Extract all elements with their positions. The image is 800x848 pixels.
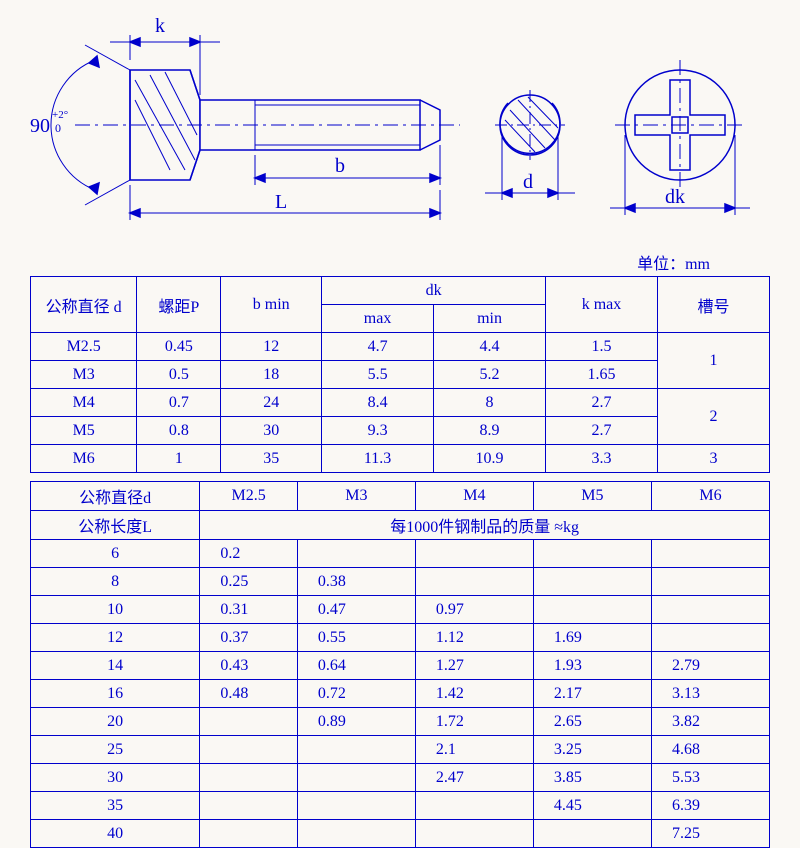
table-row: 252.13.254.68 — [31, 736, 770, 764]
hdr-dk: dk — [426, 282, 442, 299]
d-label: d — [523, 171, 533, 193]
table-row: 354.456.39 — [31, 792, 770, 820]
table-row: 200.891.722.653.82 — [31, 708, 770, 736]
table-row: 407.25 — [31, 820, 770, 848]
hdr-d: 公称直径 d — [46, 299, 122, 316]
hdr-k: k max — [582, 296, 622, 313]
hdr-dk-min: min — [477, 310, 502, 327]
angle-label: 90 — [30, 115, 50, 137]
table-row: 302.473.855.53 — [31, 764, 770, 792]
table-row: 140.430.641.271.932.79 — [31, 652, 770, 680]
spec-table-1: 公称直径 d 螺距P b min dk k max 槽号 max min M2.… — [30, 276, 770, 473]
hdr-b: b min — [253, 296, 290, 313]
hdr-slot: 槽号 — [697, 299, 729, 316]
table-row: 100.310.470.97 — [31, 596, 770, 624]
hdr-dk-max: max — [364, 310, 392, 327]
L-label: L — [275, 191, 287, 213]
angle-tol0: 0 — [55, 121, 61, 135]
table-row: 160.480.721.422.173.13 — [31, 680, 770, 708]
screw-diagram: k 90 +2° 0 b L d dk — [0, 0, 800, 250]
table-row: 60.2 — [31, 540, 770, 568]
angle-tol: +2° — [52, 109, 68, 121]
b-label: b — [335, 155, 345, 177]
units-label: 单位：mm — [30, 250, 770, 274]
table-row: M2.50.45124.74.41.51 — [31, 333, 770, 361]
hdr-P: 螺距P — [158, 299, 199, 316]
dk-label: dk — [665, 186, 685, 208]
hdr-nom-d: 公称直径d — [79, 490, 151, 507]
spec-table-2: 公称直径d M2.5 M3 M4 M5 M6 公称长度L 每1000件钢制品的质… — [30, 481, 770, 848]
k-label: k — [155, 15, 165, 37]
table-row: 80.250.38 — [31, 568, 770, 596]
mass-label: 每1000件钢制品的质量 ≈kg — [390, 519, 579, 536]
table-row: M40.7248.482.72 — [31, 389, 770, 417]
table-row: M613511.310.93.33 — [31, 445, 770, 473]
hdr-nom-L: 公称长度L — [78, 519, 152, 536]
table-row: 120.370.551.121.69 — [31, 624, 770, 652]
